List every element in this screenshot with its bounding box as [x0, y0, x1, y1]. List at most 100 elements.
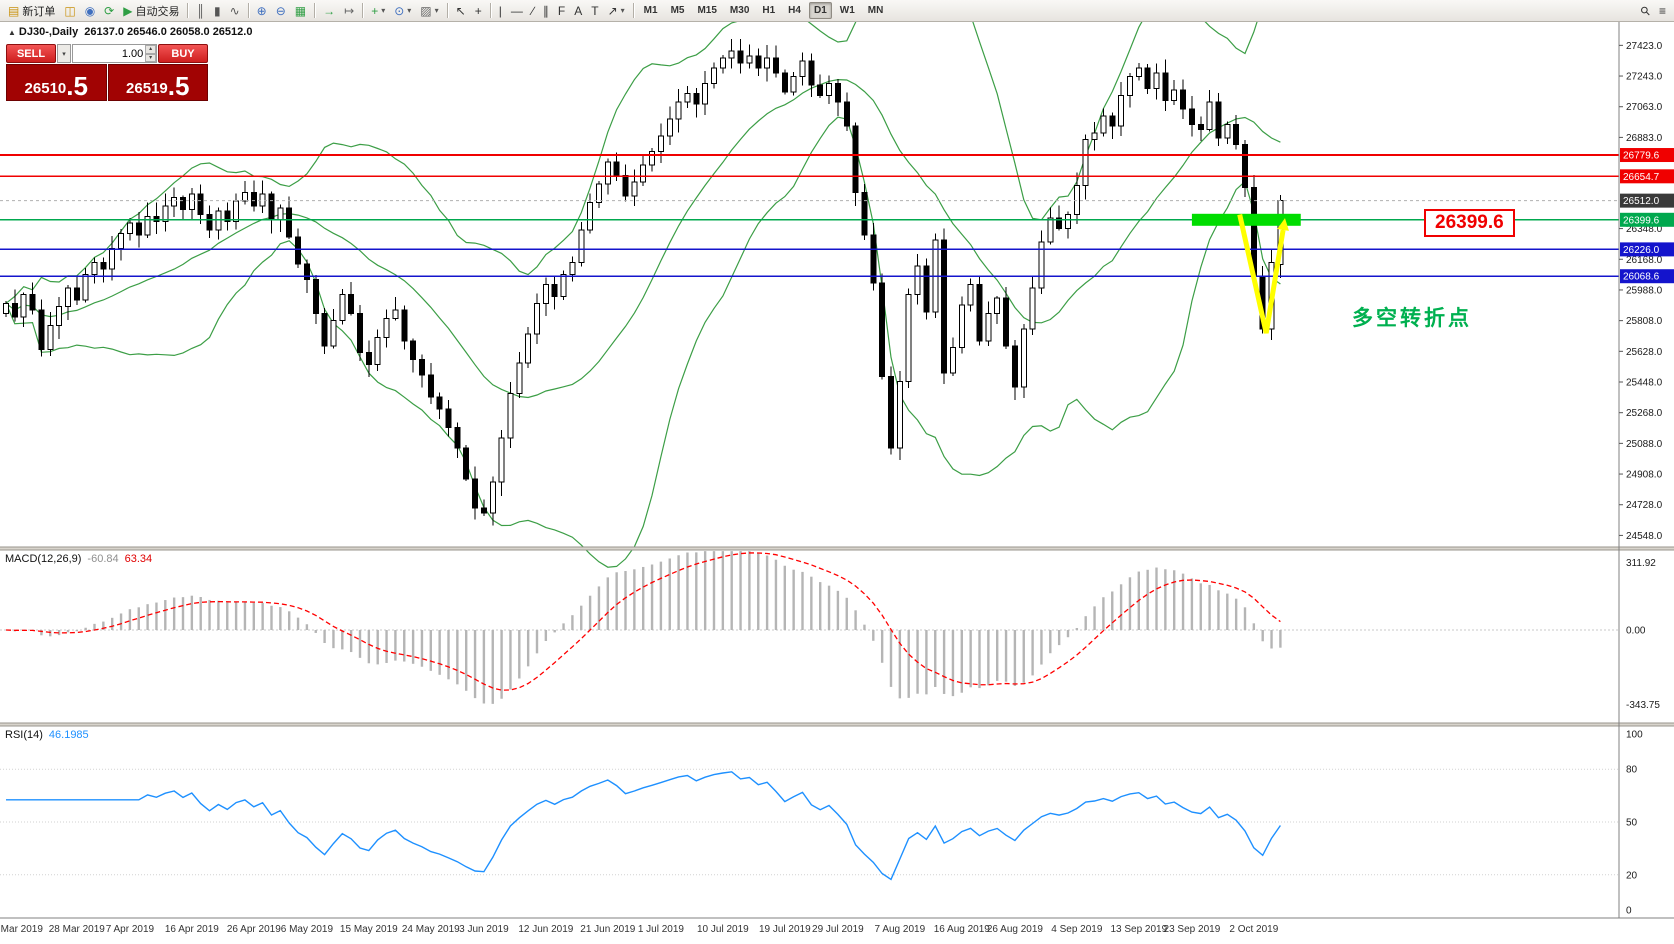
menu-button[interactable]: ≡: [1655, 1, 1670, 21]
zoom-in-icon: ⊕: [256, 3, 267, 18]
timeframe-mn-button[interactable]: MN: [867, 5, 884, 16]
bar-chart-type-button[interactable]: ║: [192, 1, 209, 21]
pane-splitter[interactable]: [0, 723, 1674, 726]
text-button[interactable]: A: [570, 1, 586, 21]
volume-decrease-button[interactable]: ▾: [145, 53, 156, 62]
timeframe-h1-button[interactable]: H1: [762, 5, 776, 16]
toolbar-separator: [314, 3, 316, 18]
rsi-line: [6, 771, 1281, 881]
pane-splitter[interactable]: [0, 547, 1674, 550]
timeframe-m1-button[interactable]: M1: [643, 5, 658, 16]
zoom-out-button[interactable]: ⊖: [272, 1, 290, 21]
label-icon: T: [591, 3, 599, 18]
tile-windows-button[interactable]: ▦: [291, 1, 310, 21]
timeframe-h4-button[interactable]: H4: [788, 5, 801, 16]
macd-signal-line: [5, 552, 1281, 691]
crosshair-button[interactable]: +: [471, 1, 486, 21]
one-click-toggle-icon[interactable]: ▲: [8, 28, 16, 37]
auto-trading-icon: ▶: [123, 3, 133, 18]
horizontal-line-button[interactable]: —: [507, 1, 527, 21]
chart-window-button[interactable]: ◫: [60, 1, 79, 21]
timeframe-m5-button[interactable]: M5: [670, 5, 685, 16]
price-level-annotation-box: 26399.6: [1424, 209, 1515, 237]
sell-button[interactable]: SELL: [6, 44, 56, 63]
periods-button[interactable]: ⊙ ▾: [390, 1, 415, 21]
svg-text:15 May 2019: 15 May 2019: [340, 924, 398, 935]
highlight-bar: [1191, 213, 1301, 226]
dropdown-arrow-icon: ▾: [381, 6, 386, 15]
volume-field: ▴ ▾: [72, 44, 157, 63]
line-chart-type-button[interactable]: ∿: [226, 1, 244, 21]
indicators-button[interactable]: + ▾: [367, 1, 389, 21]
chart-shift-button[interactable]: ↦: [340, 1, 358, 21]
fibonacci-button[interactable]: F: [554, 1, 569, 21]
dropdown-arrow-icon: ▾: [434, 6, 439, 15]
channel-button[interactable]: ∥: [539, 1, 553, 21]
timeframe-d1-button[interactable]: D1: [808, 2, 832, 19]
templates-button[interactable]: ▨ ▾: [416, 1, 442, 21]
search-button[interactable]: ⚲: [1637, 1, 1654, 21]
auto-scroll-icon: →: [323, 3, 336, 18]
v-arrow: [1237, 214, 1286, 334]
timeframe-w1-button[interactable]: W1: [839, 5, 855, 16]
svg-text:26512.0: 26512.0: [1623, 196, 1660, 207]
strategy-button[interactable]: ◉: [81, 1, 99, 21]
svg-text:26 Aug 2019: 26 Aug 2019: [987, 924, 1044, 935]
vertical-line-button[interactable]: |: [495, 1, 506, 21]
svg-text:0: 0: [1626, 906, 1632, 917]
channel-icon: ∥: [542, 3, 549, 18]
trendline-button[interactable]: ∕: [528, 1, 538, 21]
candles: [3, 38, 1284, 526]
buy-price-button[interactable]: 26519.5: [107, 64, 208, 102]
candlestick-chart-type-button[interactable]: ▮: [210, 1, 225, 21]
sell-price-button[interactable]: 26510.5: [6, 64, 107, 101]
svg-text:26226.0: 26226.0: [1623, 245, 1660, 256]
timeframe-m15-button[interactable]: M15: [697, 5, 717, 16]
label-button[interactable]: T: [587, 1, 602, 21]
svg-text:26068.6: 26068.6: [1623, 272, 1660, 283]
svg-text:50: 50: [1626, 818, 1638, 829]
buy-price-fraction: .5: [167, 71, 190, 102]
macd-axis[interactable]: 311.92 0.00 -343.75: [1626, 558, 1660, 711]
toolbar: ▤ 新订单 ◫ ◉ ⟳ ▶ 自动交易 ║ ▮ ∿ ⊕ ⊖ ▦ → ↦ + ▾ ⊙ ▾ ▨ ▾ ↖ + | — ∕ ∥ F A T ↗ ▾ M1 M…: [0, 0, 1674, 22]
svg-text:16 Aug 2019: 16 Aug 2019: [934, 924, 991, 935]
svg-text:19 Mar 2019: 19 Mar 2019: [0, 924, 43, 935]
strategy-icon: ◉: [84, 3, 96, 18]
volume-dropdown-button[interactable]: ▾: [57, 44, 71, 63]
line-chart-type-icon: ∿: [229, 3, 240, 18]
svg-text:3 Jun 2019: 3 Jun 2019: [459, 924, 509, 935]
turning-point-annotation-text: 多空转折点: [1352, 307, 1472, 330]
auto-trading-button[interactable]: ▶ 自动交易: [119, 1, 183, 21]
volume-input[interactable]: [73, 45, 146, 62]
cursor-button[interactable]: ↖: [452, 1, 470, 21]
svg-text:2 Oct 2019: 2 Oct 2019: [1229, 924, 1278, 935]
price-axis[interactable]: 27423.0 27243.0 27063.0 26883.0 26348.0 26168…: [1619, 41, 1674, 542]
svg-text:26654.7: 26654.7: [1623, 172, 1660, 183]
volume-increase-button[interactable]: ▴: [145, 45, 156, 54]
svg-text:28 Mar 2019: 28 Mar 2019: [49, 924, 106, 935]
svg-text:25628.0: 25628.0: [1626, 347, 1663, 358]
auto-scroll-button[interactable]: →: [319, 1, 339, 21]
svg-text:25808.0: 25808.0: [1626, 316, 1663, 327]
svg-text:21 Jun 2019: 21 Jun 2019: [580, 924, 635, 935]
periods-icon: ⊙: [394, 3, 405, 18]
horizontal-level-lines[interactable]: [0, 154, 1619, 278]
svg-text:6 May 2019: 6 May 2019: [281, 924, 334, 935]
timeframe-m30-button[interactable]: M30: [729, 5, 750, 16]
svg-text:10 Jul 2019: 10 Jul 2019: [697, 924, 749, 935]
new-order-button[interactable]: ▤ 新订单: [4, 1, 59, 21]
sell-price-main: 26510: [24, 79, 67, 97]
refresh-button[interactable]: ⟳: [100, 1, 118, 21]
zoom-in-button[interactable]: ⊕: [253, 1, 271, 21]
svg-text:24 May 2019: 24 May 2019: [402, 924, 460, 935]
rsi-axis[interactable]: 100 80 50 20 0: [1626, 730, 1643, 917]
buy-button[interactable]: BUY: [158, 44, 208, 63]
arrows-button[interactable]: ↗ ▾: [604, 1, 629, 21]
bar-chart-type-icon: ║: [196, 3, 205, 18]
svg-text:27243.0: 27243.0: [1626, 72, 1663, 83]
svg-text:100: 100: [1626, 730, 1643, 741]
v-arrow-head: [1277, 218, 1289, 231]
